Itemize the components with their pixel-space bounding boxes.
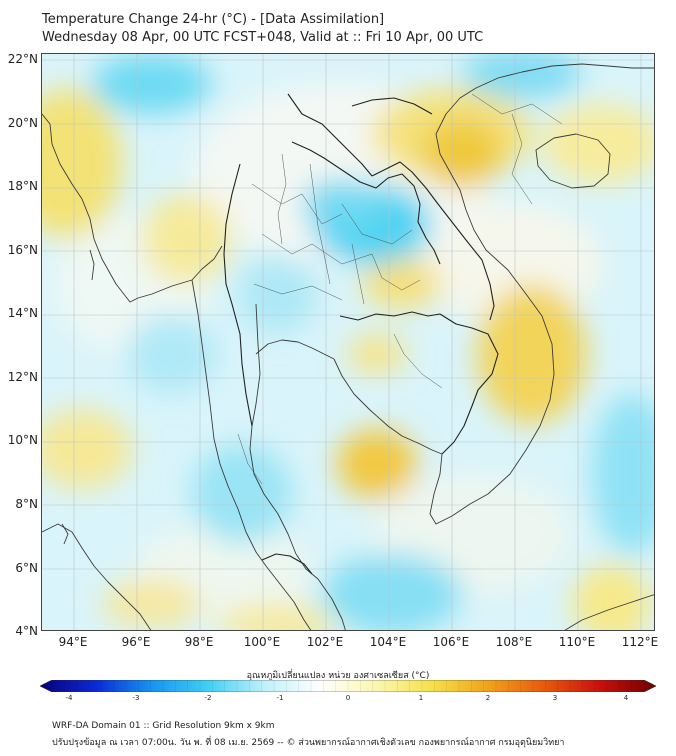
footer-model-info: WRF-DA Domain 01 :: Grid Resolution 9km …	[52, 721, 275, 731]
colorbar-tick: -4	[65, 694, 73, 702]
colorbar-tick: -1	[276, 694, 284, 702]
map-panel	[41, 53, 655, 631]
lon-label-98e: 98°E	[184, 635, 214, 649]
colorbar	[40, 680, 656, 692]
colorbar-tick: 2	[485, 694, 491, 702]
footer-credit: ปรับปรุงข้อมูล ณ เวลา 07:00น. วัน พ. ที่…	[52, 738, 565, 748]
colorbar-tick: 4	[623, 694, 629, 702]
temperature-field-map	[42, 54, 654, 630]
colorbar-title: อุณหภูมิเปลี่ยนแปลง หน่วย องศาเซลเซียส (…	[246, 671, 430, 681]
lat-label-10n: 10°N	[7, 433, 38, 447]
lon-label-96e: 96°E	[121, 635, 151, 649]
lat-label-14n: 14°N	[7, 306, 38, 320]
colorbar-tick: 0	[345, 694, 351, 702]
lon-label-104e: 104°E	[369, 635, 407, 649]
colorbar-tick: 3	[552, 694, 558, 702]
colorbar-tick: -3	[132, 694, 140, 702]
lon-label-100e: 100°E	[243, 635, 281, 649]
lat-label-16n: 16°N	[7, 243, 38, 257]
map-subtitle: Wednesday 08 Apr, 00 UTC FCST+048, Valid…	[42, 30, 484, 45]
lon-label-94e: 94°E	[58, 635, 88, 649]
lat-label-20n: 20°N	[7, 116, 38, 130]
map-title: Temperature Change 24-hr (°C) - [Data As…	[42, 12, 385, 27]
lat-label-6n: 6°N	[15, 561, 38, 575]
lon-label-106e: 106°E	[432, 635, 470, 649]
coastlines	[42, 63, 654, 630]
country-borders	[223, 93, 499, 575]
temperature-field-blobs	[42, 54, 654, 630]
lat-label-8n: 8°N	[15, 497, 38, 511]
lat-lon-grid	[42, 54, 654, 630]
colorbar-tick: 1	[418, 694, 424, 702]
lon-label-110e: 110°E	[558, 635, 596, 649]
lon-label-112e: 112°E	[621, 635, 659, 649]
colorbar-ramp	[40, 680, 656, 692]
lat-label-4n: 4°N	[15, 624, 38, 638]
colorbar-tick: -2	[204, 694, 212, 702]
province-borders	[237, 93, 563, 485]
lon-label-108e: 108°E	[495, 635, 533, 649]
lat-label-18n: 18°N	[7, 179, 38, 193]
lat-label-22n: 22°N	[7, 52, 38, 66]
lat-label-12n: 12°N	[7, 370, 38, 384]
lon-label-102e: 102°E	[306, 635, 344, 649]
